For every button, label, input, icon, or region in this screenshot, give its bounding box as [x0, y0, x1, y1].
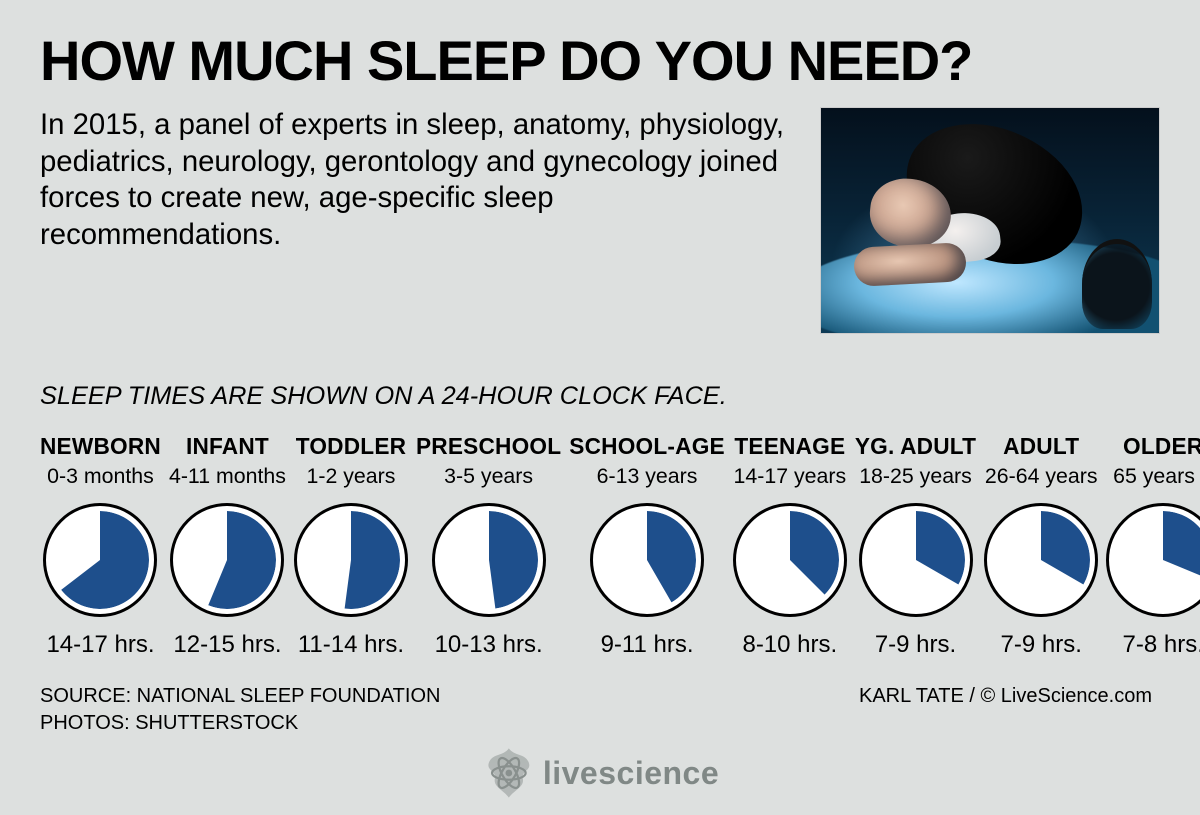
recommended-hours: 10-13 hrs. — [435, 631, 543, 659]
recommended-hours: 11-14 hrs. — [298, 631, 404, 659]
clock-face-icon — [590, 503, 704, 617]
clock-pie-icon — [178, 511, 276, 609]
source-line: SOURCE: NATIONAL SLEEP FOUNDATION — [40, 683, 440, 710]
recommended-hours: 7-8 hrs. — [1123, 631, 1200, 659]
infographic-root: HOW MUCH SLEEP DO YOU NEED? In 2015, a p… — [0, 0, 1200, 815]
age-range: 65 years + — [1113, 464, 1200, 489]
clock-cell: NEWBORN 0-3 months 14-17 hrs. — [40, 433, 161, 659]
sources-block: SOURCE: NATIONAL SLEEP FOUNDATION PHOTOS… — [40, 683, 440, 737]
age-range: 26-64 years — [985, 464, 1098, 489]
logo-text: livescience — [543, 755, 719, 792]
clock-axis-note: SLEEP TIMES ARE SHOWN ON A 24-HOUR CLOCK… — [40, 382, 1160, 411]
clock-cell: OLDER 65 years + 7-8 hrs. — [1106, 433, 1200, 659]
clock-face-icon — [294, 503, 408, 617]
age-range: 3-5 years — [444, 464, 533, 489]
intro-paragraph: In 2015, a panel of experts in sleep, an… — [40, 107, 784, 254]
intro-row: In 2015, a panel of experts in sleep, an… — [40, 107, 1160, 334]
recommended-hours: 7-9 hrs. — [875, 631, 956, 659]
clock-row: NEWBORN 0-3 months 14-17 hrs. INFANT 4-1… — [40, 433, 1160, 659]
age-group-title: PRESCHOOL — [416, 433, 561, 460]
clock-face-icon — [1106, 503, 1200, 617]
age-group-title: TEENAGE — [734, 433, 845, 460]
recommended-hours: 9-11 hrs. — [601, 631, 694, 659]
clock-pie-icon — [992, 511, 1090, 609]
age-range: 4-11 months — [169, 464, 286, 489]
clock-face-icon — [859, 503, 973, 617]
age-group-title: TODDLER — [296, 433, 407, 460]
clock-pie-icon — [1114, 511, 1200, 609]
clock-cell: INFANT 4-11 months 12-15 hrs. — [169, 433, 286, 659]
atom-splat-icon — [481, 745, 537, 801]
footer: SOURCE: NATIONAL SLEEP FOUNDATION PHOTOS… — [40, 683, 1160, 737]
recommended-hours: 12-15 hrs. — [173, 631, 281, 659]
age-group-title: NEWBORN — [40, 433, 161, 460]
photo-arm — [853, 242, 966, 287]
clock-pie-icon — [598, 511, 696, 609]
age-range: 1-2 years — [307, 464, 396, 489]
clock-face-icon — [733, 503, 847, 617]
clock-pie-icon — [302, 511, 400, 609]
source-line: PHOTOS: SHUTTERSTOCK — [40, 710, 440, 737]
age-range: 18-25 years — [859, 464, 972, 489]
age-group-title: YG. ADULT — [855, 433, 976, 460]
age-range: 0-3 months — [47, 464, 154, 489]
age-group-title: ADULT — [1003, 433, 1079, 460]
clock-cell: PRESCHOOL 3-5 years 10-13 hrs. — [416, 433, 561, 659]
photo-alarm-clock-icon — [1082, 239, 1152, 329]
clock-face-icon — [43, 503, 157, 617]
clock-pie-icon — [867, 511, 965, 609]
photo-figure — [838, 135, 1041, 297]
age-group-title: SCHOOL-AGE — [569, 433, 725, 460]
clock-cell: YG. ADULT 18-25 years 7-9 hrs. — [855, 433, 976, 659]
clock-face-icon — [984, 503, 1098, 617]
age-group-title: INFANT — [186, 433, 269, 460]
age-group-title: OLDER — [1123, 433, 1200, 460]
recommended-hours: 7-9 hrs. — [1001, 631, 1082, 659]
age-range: 6-13 years — [597, 464, 698, 489]
clock-cell: TEENAGE 14-17 years 8-10 hrs. — [733, 433, 847, 659]
clock-cell: SCHOOL-AGE 6-13 years 9-11 hrs. — [569, 433, 725, 659]
clock-pie-icon — [51, 511, 149, 609]
clock-pie-icon — [741, 511, 839, 609]
page-title: HOW MUCH SLEEP DO YOU NEED? — [40, 28, 1160, 93]
livescience-logo: livescience — [481, 745, 719, 801]
recommended-hours: 14-17 hrs. — [46, 631, 154, 659]
clock-pie-icon — [440, 511, 538, 609]
clock-cell: TODDLER 1-2 years 11-14 hrs. — [294, 433, 408, 659]
clock-face-icon — [432, 503, 546, 617]
credit-line: KARL TATE / © LiveScience.com — [859, 685, 1152, 708]
recommended-hours: 8-10 hrs. — [742, 631, 837, 659]
age-range: 14-17 years — [734, 464, 847, 489]
hero-photo — [820, 107, 1160, 334]
clock-face-icon — [170, 503, 284, 617]
clock-cell: ADULT 26-64 years 7-9 hrs. — [984, 433, 1098, 659]
